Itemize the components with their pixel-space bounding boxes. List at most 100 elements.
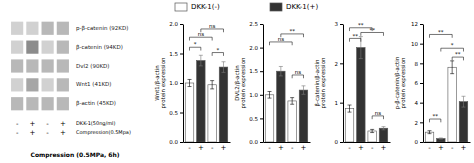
plot-marks <box>265 66 307 142</box>
x-tick-label: - <box>291 144 294 152</box>
blot-sign-row-label: Compression(0.5Mpa) <box>76 129 131 136</box>
blot-band <box>42 22 54 35</box>
x-tick-label: + <box>198 144 204 152</box>
blot-sign: + <box>60 120 66 128</box>
bracket <box>270 42 293 45</box>
blot-band <box>42 41 54 54</box>
blot-band <box>42 59 54 72</box>
blot-xlabel: Compression (0.5MPa, 6h) <box>31 151 120 159</box>
bar <box>448 67 456 142</box>
error-bar-line <box>290 98 294 105</box>
bar-chart: 0123-+-+β-catenin/β-actinprotein express… <box>314 21 391 152</box>
blot-row-label: β-catenin (94KD) <box>76 44 123 51</box>
blot-band <box>42 78 54 91</box>
error-bar-line <box>210 81 214 89</box>
blot-band <box>11 78 23 91</box>
y-tick: 12 <box>411 21 423 27</box>
bracket-label: ** <box>455 51 461 57</box>
error-bar <box>199 55 203 66</box>
x-tick-label: + <box>438 144 444 152</box>
y-tick-label: 2 <box>335 61 339 67</box>
y-tick-label: 2.0 <box>169 21 178 27</box>
x-tick: - <box>188 144 191 152</box>
bar <box>288 101 296 142</box>
x-tick: + <box>461 144 467 152</box>
y-tick-label: 1.5 <box>249 68 258 74</box>
error-bar <box>381 127 385 130</box>
x-tick-label: + <box>461 144 467 152</box>
blot-band <box>26 78 38 91</box>
blot-row-label: Wnt1 (41KD) <box>76 81 111 87</box>
x-tick-label: - <box>348 144 351 152</box>
bracket <box>292 75 303 78</box>
blot-band <box>11 59 23 72</box>
y-tick-label: 10 <box>411 41 418 47</box>
blot-sign: + <box>60 129 66 137</box>
error-bar-line <box>188 79 192 86</box>
bracket-label: ns <box>209 23 215 29</box>
bracket <box>190 47 201 50</box>
y-tick-mark <box>420 83 423 84</box>
x-axis: -+-+ <box>424 143 471 152</box>
bar <box>379 128 387 142</box>
error-bar-line <box>348 105 352 112</box>
bar <box>185 83 193 142</box>
bracket-label: ns <box>295 69 301 75</box>
legend-label: DKK-1(+) <box>286 3 318 11</box>
y-tick: 2.5 <box>249 21 263 27</box>
blot-sign-row-label: DKK-1(50ng/ml) <box>76 120 115 127</box>
x-tick: + <box>198 144 204 152</box>
error-bar <box>279 66 283 75</box>
y-tick-mark <box>340 63 343 64</box>
blot-band <box>57 97 69 110</box>
y-tick-mark <box>180 113 183 114</box>
bar-chart: 024681012-+-+p-β-catenin/β-actinprotein … <box>394 21 471 152</box>
y-tick-label: 0.5 <box>249 116 258 122</box>
x-tick-label: - <box>211 144 214 152</box>
y-tick: 2.0 <box>249 45 263 51</box>
x-tick-label: + <box>381 144 387 152</box>
y-tick: 8 <box>415 61 424 67</box>
y-tick: 4 <box>415 100 424 106</box>
y-tick: 6 <box>415 80 424 86</box>
error-bar <box>450 61 454 74</box>
y-tick-label: 0 <box>335 139 339 145</box>
error-bar <box>428 131 432 134</box>
y-tick: 0.0 <box>249 139 263 145</box>
y-axis-title: p-β-catenin/β-actinprotein expression <box>394 56 407 109</box>
y-axis-title: β-catenin/β-actinprotein expression <box>314 57 327 108</box>
bracket-label: * <box>194 41 197 47</box>
y-tick: 1 <box>335 100 344 106</box>
blot-band <box>26 22 38 35</box>
y-tick-mark <box>180 83 183 84</box>
y-tick-mark <box>180 54 183 55</box>
error-bar-line <box>439 138 443 139</box>
y-axis: 0.00.51.01.52.0 <box>169 21 183 145</box>
bracket-label: * <box>216 47 219 53</box>
y-axis-line <box>423 25 424 143</box>
y-tick-label: 1.0 <box>169 80 178 86</box>
y-tick-mark <box>420 63 423 64</box>
y-tick-mark <box>420 103 423 104</box>
x-tick-label: - <box>268 144 271 152</box>
bracket <box>452 57 463 60</box>
bar <box>459 102 467 142</box>
error-bar-line <box>199 55 203 66</box>
y-tick: 0.5 <box>249 116 263 122</box>
y-tick: 1.5 <box>249 68 263 74</box>
y-tick-mark <box>420 142 423 143</box>
bracket <box>372 116 383 119</box>
y-axis-line <box>263 25 264 143</box>
y-tick: 0 <box>415 139 424 145</box>
x-tick-label: - <box>371 144 374 152</box>
y-tick-mark <box>260 71 263 72</box>
x-axis: -+-+ <box>184 143 231 152</box>
y-tick: 2 <box>335 61 344 67</box>
y-tick-mark <box>420 44 423 45</box>
error-bar-line <box>268 91 272 98</box>
error-bar <box>221 62 225 73</box>
y-axis-line <box>183 25 184 143</box>
x-axis-line <box>184 142 231 143</box>
y-tick-label: 0.0 <box>249 139 258 145</box>
y-tick-mark <box>260 24 263 25</box>
